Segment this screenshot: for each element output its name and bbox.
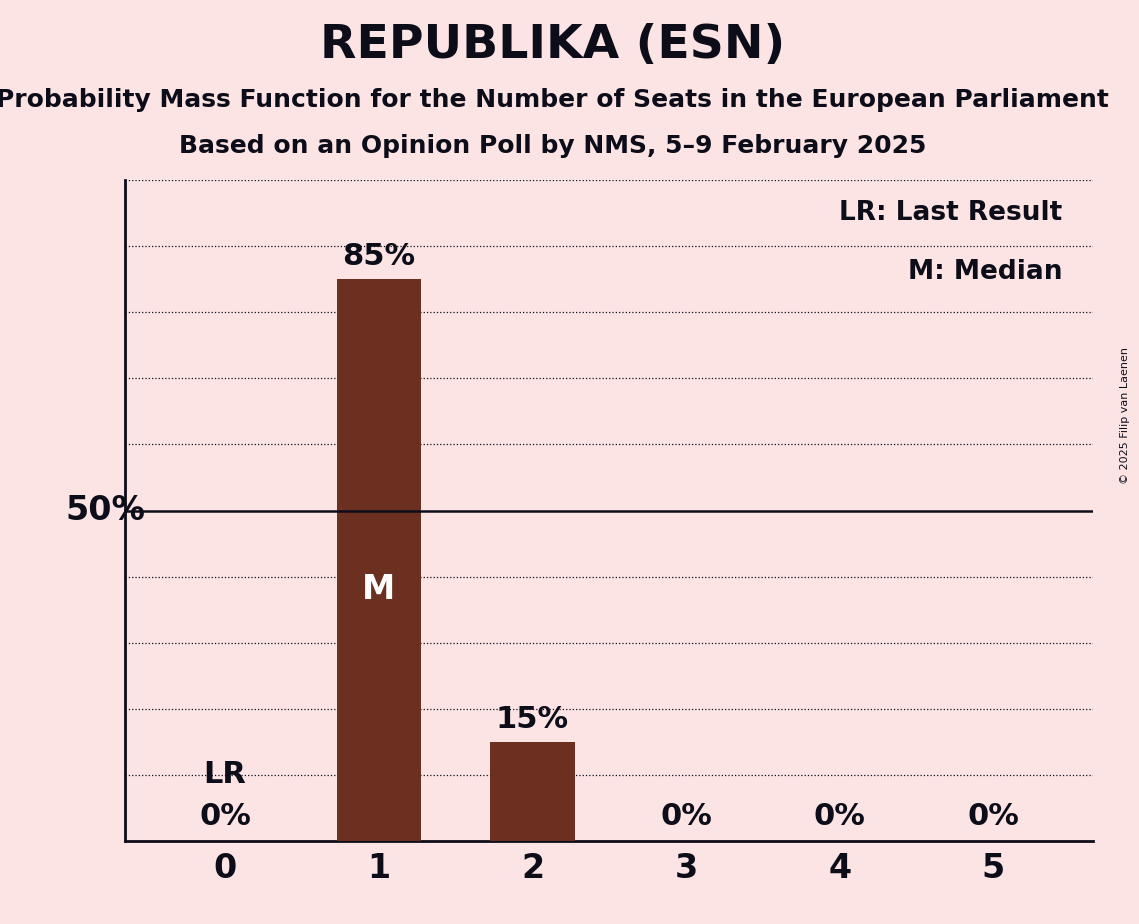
Text: 0%: 0% [199,802,251,831]
Bar [490,742,575,841]
Text: 0%: 0% [661,802,712,831]
Text: LR: LR [204,760,247,789]
Text: Based on an Opinion Poll by NMS, 5–9 February 2025: Based on an Opinion Poll by NMS, 5–9 Feb… [179,134,926,158]
Text: 0%: 0% [968,802,1019,831]
Text: 85%: 85% [343,242,416,272]
Text: M: Median: M: Median [908,260,1063,286]
Text: © 2025 Filip van Laenen: © 2025 Filip van Laenen [1121,347,1130,484]
Text: 50%: 50% [65,494,146,527]
Bar [337,279,421,841]
Text: Probability Mass Function for the Number of Seats in the European Parliament: Probability Mass Function for the Number… [0,88,1109,112]
Text: LR: Last Result: LR: Last Result [839,200,1063,226]
Text: REPUBLIKA (ESN): REPUBLIKA (ESN) [320,23,785,68]
Text: M: M [362,573,395,606]
Text: 0%: 0% [814,802,866,831]
Text: 15%: 15% [495,705,570,734]
